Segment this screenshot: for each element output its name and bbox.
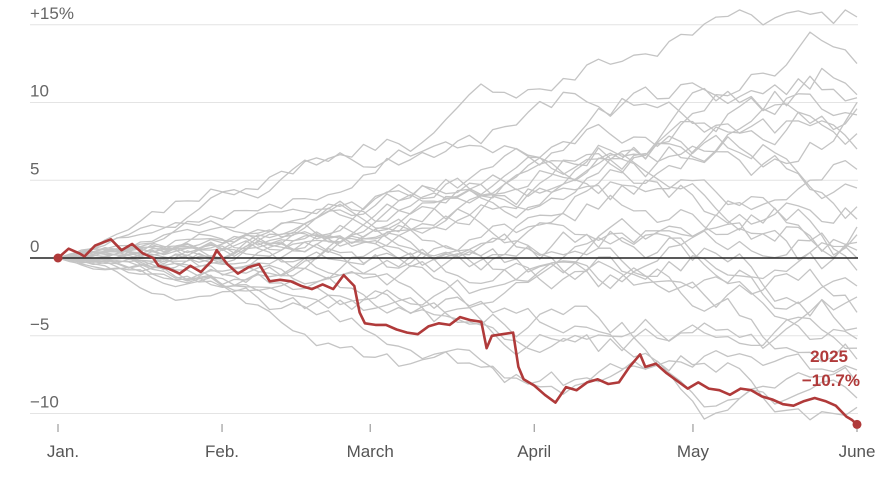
background-series-line [57, 93, 858, 284]
highlight-start-point [53, 253, 63, 263]
background-series-line [57, 218, 858, 274]
background-series-line [57, 102, 858, 259]
x-tick-label: Feb. [205, 442, 239, 461]
background-series-line [57, 202, 858, 268]
y-tick-label: 10 [30, 82, 49, 101]
background-series [57, 9, 858, 421]
highlight-year-label: 2025 [810, 347, 848, 366]
x-tick-label: March [347, 442, 394, 461]
y-tick-label: −5 [30, 315, 49, 334]
background-series-line [57, 159, 858, 262]
background-series-line [57, 230, 858, 290]
background-series-line [57, 97, 858, 259]
highlight-series-group: 2025 −10.7% [53, 238, 862, 429]
background-series-line [57, 9, 858, 259]
background-series-line [57, 257, 858, 420]
background-series-line [57, 257, 858, 395]
background-series-line [57, 123, 858, 259]
gridlines [30, 24, 858, 414]
x-tick-label: Jan. [47, 442, 79, 461]
background-series-line [57, 232, 858, 323]
y-tick-label: 5 [30, 159, 39, 178]
y-tick-label: −10 [30, 393, 59, 412]
background-series-line [57, 257, 858, 408]
highlight-series-line [57, 238, 858, 426]
x-tick-label: June [839, 442, 876, 461]
x-tick-label: May [677, 442, 710, 461]
highlight-final-value-label: −10.7% [802, 371, 860, 390]
x-axis: Jan. Feb. March April May June [47, 424, 876, 461]
y-axis-tick-labels: +15% 10 5 0 −5 −10 [30, 4, 74, 412]
y-tick-label: +15% [30, 4, 74, 23]
background-series-line [57, 75, 858, 265]
background-series-line [57, 248, 858, 356]
y-tick-label: 0 [30, 237, 39, 256]
x-tick-label: April [517, 442, 551, 461]
background-series-line [57, 67, 858, 259]
highlight-end-point [852, 419, 862, 429]
